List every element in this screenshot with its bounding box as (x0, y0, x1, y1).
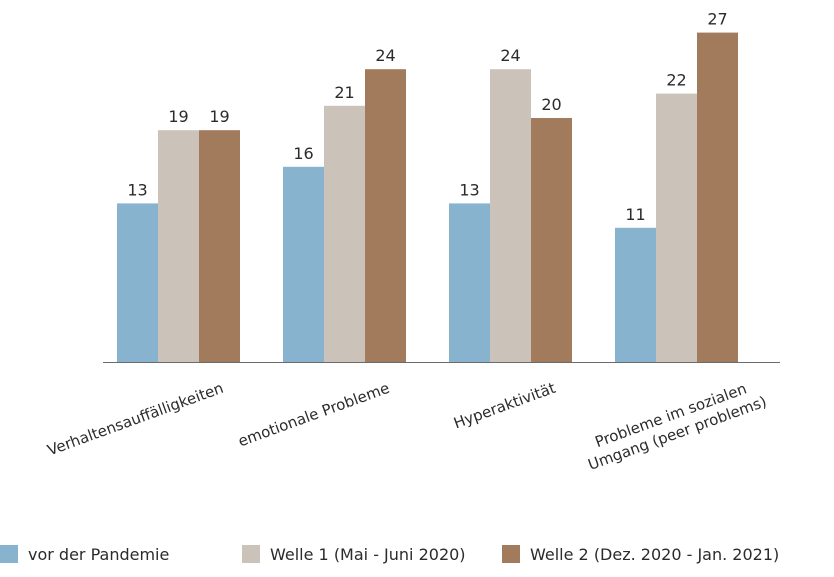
bar-1-series-1 (324, 105, 365, 363)
bar-0-series-1 (158, 130, 199, 362)
legend-label: Welle 2 (Dez. 2020 - Jan. 2021) (530, 544, 780, 564)
legend-swatch-series-0 (0, 545, 18, 563)
legend-label: vor der Pandemie (28, 544, 170, 564)
legend-item-series-1: Welle 1 (Mai - Juni 2020) (242, 541, 466, 567)
category-label: emotionale Probleme (236, 379, 392, 451)
data-label: 20 (541, 95, 561, 114)
bar-1-series-0 (283, 166, 324, 362)
legend-swatch-series-1 (242, 545, 260, 563)
legend-item-series-2: Welle 2 (Dez. 2020 - Jan. 2021) (502, 541, 779, 567)
bar-0-series-2 (199, 130, 240, 362)
bar-0-series-0 (117, 203, 158, 362)
bar-3-series-2 (697, 32, 738, 362)
legend-item-series-0: vor der Pandemie (0, 541, 169, 567)
data-label: 19 (168, 107, 188, 126)
data-label: 24 (500, 46, 520, 65)
data-label: 24 (375, 46, 395, 65)
bar-3-series-1 (656, 93, 697, 362)
category-label: Hyperaktivität (451, 379, 558, 433)
data-label: 19 (209, 107, 229, 126)
chart: 13 19 19 16 21 24 13 24 20 11 22 27 Verhaltensauffä… (45, 10, 780, 474)
legend: vor der Pandemie Welle 1 (Mai - Juni 202… (0, 541, 834, 567)
data-label: 22 (666, 71, 686, 90)
data-label: 13 (459, 180, 479, 199)
data-label: 21 (334, 83, 354, 102)
category-label: Verhaltensauffälligkeiten (45, 379, 226, 460)
data-label: 11 (625, 205, 645, 224)
category-label: Probleme im sozialenUmgang (peer problem… (579, 375, 769, 474)
data-label: 13 (127, 180, 147, 199)
bar-2-series-2 (531, 118, 572, 362)
bar-3-series-0 (615, 227, 656, 362)
category-labels: Verhaltensauffälligkeiten emotionale Prob… (45, 375, 769, 474)
bars-group: 13 19 19 16 21 24 13 24 20 11 22 27 (117, 10, 738, 363)
data-label: 16 (293, 144, 313, 163)
legend-label: Welle 1 (Mai - Juni 2020) (270, 544, 466, 564)
bar-2-series-0 (449, 203, 490, 362)
legend-swatch-series-2 (502, 545, 520, 563)
data-label: 27 (707, 10, 727, 29)
bar-1-series-2 (365, 69, 406, 362)
bar-2-series-1 (490, 69, 531, 362)
